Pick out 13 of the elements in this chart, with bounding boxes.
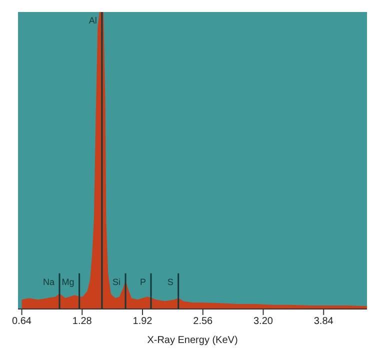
ref-line-label: Na bbox=[42, 276, 55, 287]
ref-line-label: Mg bbox=[62, 276, 74, 287]
x-tick-label: 2.56 bbox=[193, 316, 214, 328]
x-tick-label: 3.20 bbox=[254, 316, 274, 328]
x-tick-label: 0.64 bbox=[12, 316, 32, 328]
x-tick-label: 1.28 bbox=[72, 316, 92, 328]
ref-line-label: S bbox=[167, 276, 174, 287]
x-tick-label: 1.92 bbox=[132, 316, 153, 328]
x-axis-title: X-Ray Energy (KeV) bbox=[147, 335, 238, 346]
x-tick-label: 3.84 bbox=[314, 316, 334, 328]
ref-line-label: Al bbox=[88, 15, 97, 26]
ref-line-label: P bbox=[140, 276, 146, 287]
ref-line-label: Si bbox=[112, 276, 121, 287]
